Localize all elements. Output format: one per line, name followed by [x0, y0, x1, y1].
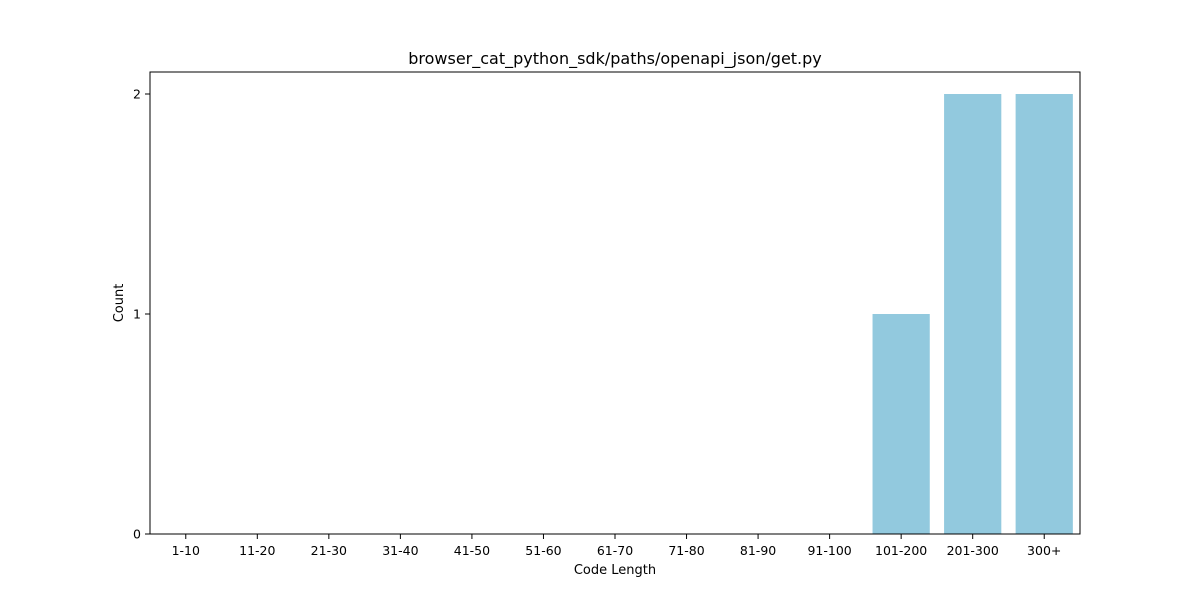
x-axis-label: Code Length: [574, 563, 656, 578]
x-tick-label: 201-300: [947, 543, 999, 558]
bar-300+: [1015, 94, 1073, 534]
bars: [872, 94, 1073, 534]
x-tick-label: 91-100: [807, 543, 851, 558]
y-axis: 0 1 2: [133, 87, 150, 542]
x-tick-label: 300+: [1027, 543, 1061, 558]
y-tick-label: 0: [133, 527, 141, 542]
x-tick-label: 21-30: [311, 543, 347, 558]
x-tick-label: 51-60: [525, 543, 561, 558]
plot-area: [149, 71, 1081, 535]
bar-201-300: [944, 94, 1002, 534]
x-tick-label: 31-40: [382, 543, 418, 558]
y-axis-label: Count: [112, 284, 127, 323]
x-tick-label: 71-80: [668, 543, 704, 558]
x-tick-label: 41-50: [454, 543, 490, 558]
x-axis: 1-10 11-20 21-30 31-40 41-50 51-60 61-70 71-80 8…: [172, 534, 1061, 558]
bar-101-200: [872, 314, 930, 534]
y-tick-label: 2: [133, 87, 141, 102]
x-tick-label: 1-10: [172, 543, 200, 558]
x-tick-label: 61-70: [597, 543, 633, 558]
y-tick-label: 1: [133, 307, 141, 322]
x-tick-label: 101-200: [875, 543, 927, 558]
chart-title: browser_cat_python_sdk/paths/openapi_jso…: [408, 49, 822, 69]
x-tick-label: 81-90: [740, 543, 776, 558]
x-tick-label: 11-20: [239, 543, 275, 558]
